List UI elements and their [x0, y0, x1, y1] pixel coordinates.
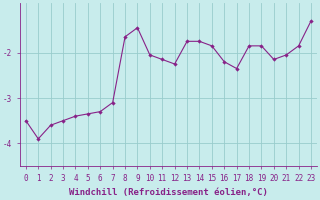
X-axis label: Windchill (Refroidissement éolien,°C): Windchill (Refroidissement éolien,°C) — [69, 188, 268, 197]
